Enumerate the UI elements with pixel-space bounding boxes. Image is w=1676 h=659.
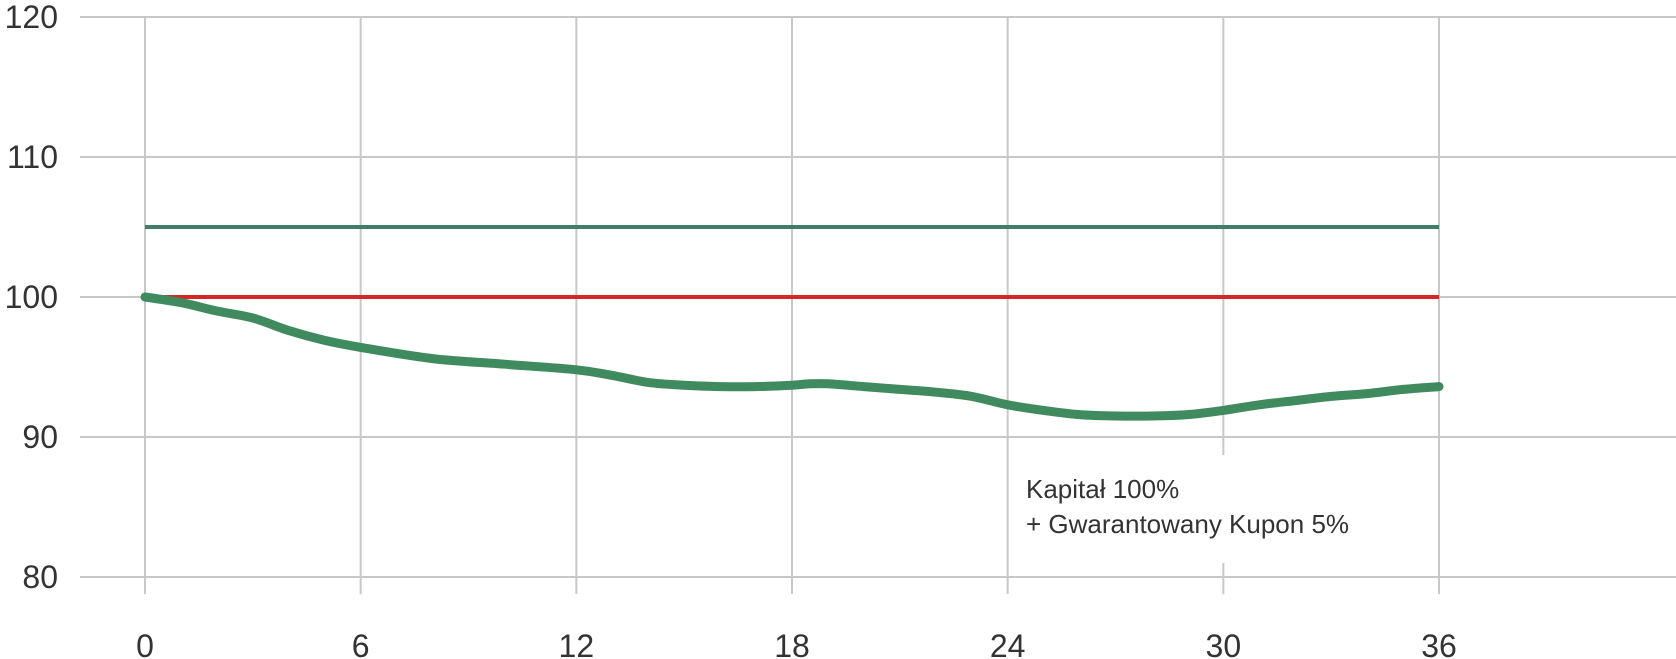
x-tick-label: 18	[774, 628, 810, 659]
y-tick-label: 90	[22, 419, 58, 455]
y-tick-label: 110	[7, 139, 58, 175]
x-tick-label: 24	[990, 628, 1026, 659]
x-tick-label: 6	[352, 628, 370, 659]
annotation: Kapitał 100% + Gwarantowany Kupon 5%	[1026, 474, 1349, 539]
series-line-main	[140, 292, 1444, 421]
series-lines	[140, 225, 1444, 421]
y-tick-label: 120	[5, 0, 58, 35]
y-tick-label: 80	[22, 559, 58, 595]
tick-labels: 80 90 100 110 120 0 6 12 18 24 30 36	[5, 0, 1457, 659]
annotation-line-1: Kapitał 100%	[1026, 474, 1179, 504]
x-tick-label: 30	[1206, 628, 1242, 659]
x-tick-label: 36	[1421, 628, 1457, 659]
x-tick-label: 12	[559, 628, 595, 659]
annotation-line-2: + Gwarantowany Kupon 5%	[1026, 509, 1349, 539]
y-tick-label: 100	[5, 279, 58, 315]
grid	[80, 16, 1676, 594]
x-tick-label: 0	[136, 628, 154, 659]
annotation-background	[1012, 455, 1417, 563]
